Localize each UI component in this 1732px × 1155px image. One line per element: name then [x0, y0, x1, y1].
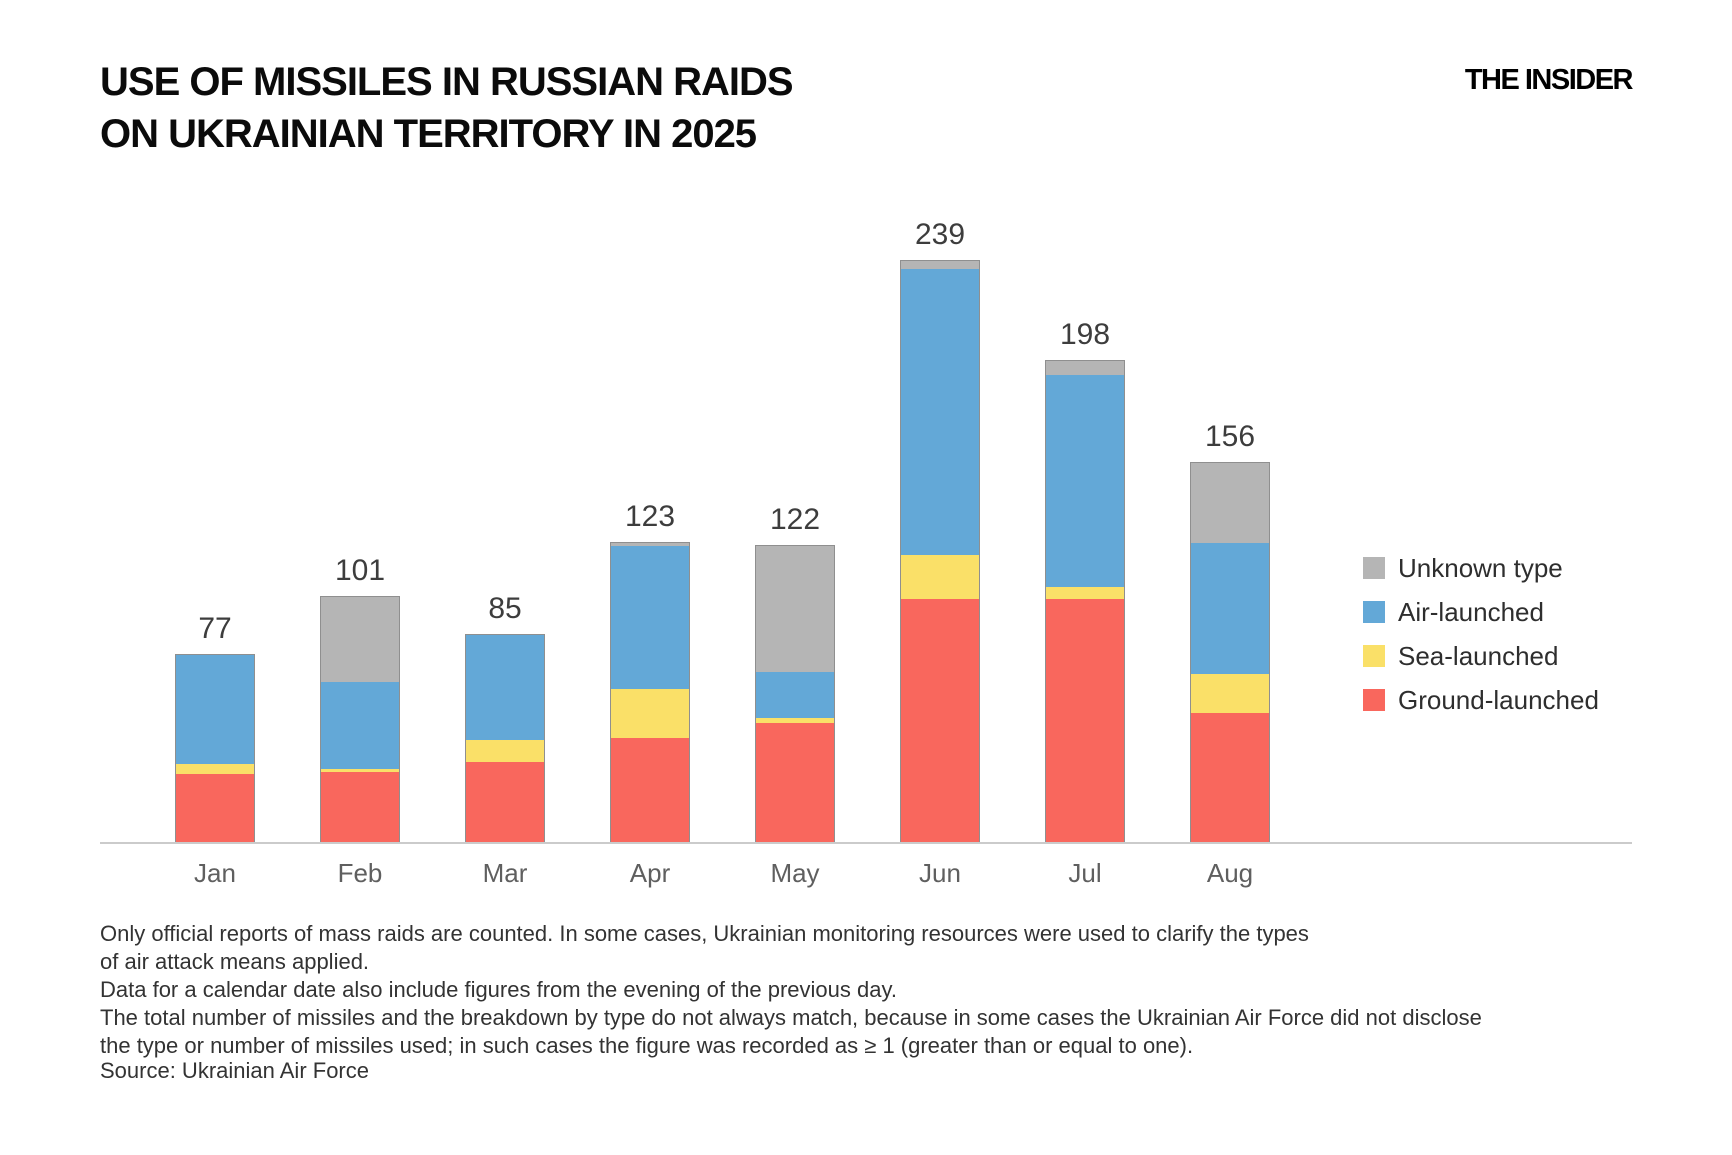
bar-column-jan: 77	[175, 612, 255, 843]
bar-segment-sea-launched	[1191, 674, 1269, 714]
chart-title-line2: ON UKRAINIAN TERRITORY IN 2025	[100, 112, 757, 156]
x-axis-label-feb: Feb	[337, 858, 383, 888]
bar-segment-unknown-type	[321, 596, 399, 682]
x-axis-label-jan: Jan	[194, 858, 236, 888]
bar-stack-jul	[1045, 359, 1125, 843]
legend-item-ground: Ground-launched	[1363, 685, 1599, 715]
chart-title-line1: USE OF MISSILES IN RUSSIAN RAIDS	[100, 60, 794, 104]
legend-label-air-launched: Air-launched	[1398, 596, 1544, 627]
bar-total-label: 77	[198, 611, 232, 645]
legend-label-ground-launched: Ground-launched	[1398, 684, 1599, 715]
x-axis-label-mar: Mar	[482, 858, 528, 888]
bar-segment-sea-launched	[901, 555, 979, 599]
footnote-line: Only official reports of mass raids are …	[100, 921, 1309, 946]
bar-segment-air-launched	[1046, 375, 1124, 587]
bar-segment-ground-launched	[611, 737, 689, 842]
bar-segment-unknown-type	[901, 261, 979, 269]
bar-segment-ground-launched	[1046, 599, 1124, 842]
bar-stack-mar	[465, 634, 545, 843]
bar-stack-jan	[175, 653, 255, 843]
bar-segment-sea-launched	[466, 739, 544, 762]
bar-column-mar: 85	[465, 592, 545, 843]
x-axis-label-jul: Jul	[1068, 858, 1102, 888]
bar-column-aug: 156	[1190, 420, 1270, 843]
bar-segment-ground-launched	[176, 773, 254, 842]
bar-total-label: 85	[488, 592, 522, 626]
footnote-line: of air attack means applied.	[100, 949, 370, 974]
legend-label-unknown-type: Unknown type	[1398, 552, 1563, 583]
bar-segment-sea-launched	[1046, 586, 1124, 599]
legend-label-sea-launched: Sea-launched	[1398, 640, 1559, 671]
bar-segment-unknown-type	[1191, 462, 1269, 544]
bar-segment-air-launched	[611, 545, 689, 689]
bar-segment-air-launched	[466, 635, 544, 740]
bar-segment-air-launched	[176, 654, 254, 765]
x-axis-label-jun: Jun	[919, 858, 961, 888]
bar-segment-air-launched	[1191, 543, 1269, 675]
bar-segment-ground-launched	[466, 761, 544, 842]
footnote-line: the type or number of missiles used; in …	[100, 1033, 1194, 1058]
legend-swatch-unknown-type	[1363, 557, 1385, 579]
footnote-line: Data for a calendar date also include fi…	[100, 977, 897, 1002]
bar-total-label: 198	[1059, 317, 1111, 351]
legend-swatch-ground-launched	[1363, 689, 1385, 711]
bar-segment-sea-launched	[756, 718, 834, 723]
footnotes: Only official reports of mass raids are …	[100, 920, 1482, 1060]
source-credit: Source: Ukrainian Air Force	[100, 1058, 369, 1083]
bar-segment-air-launched	[901, 268, 979, 556]
x-axis-label-apr: Apr	[629, 858, 671, 888]
chart-title: USE OF MISSILES IN RUSSIAN RAIDS ON UKRA…	[100, 56, 794, 160]
x-axis-label-aug: Aug	[1206, 858, 1254, 888]
bar-segment-ground-launched	[321, 771, 399, 842]
bar-total-label: 239	[914, 218, 966, 252]
the-insider-logo: THE INSIDER	[1464, 64, 1634, 96]
x-axis-labels: Jan Feb Mar Apr May Jun Jul Aug	[175, 858, 1275, 892]
bar-stack-apr	[610, 542, 690, 843]
bar-total-label: 122	[769, 502, 821, 536]
bar-column-jun: 239	[900, 218, 980, 843]
legend-swatch-air-launched	[1363, 601, 1385, 623]
bar-stack-may	[755, 544, 835, 843]
bar-total-label: 123	[624, 500, 676, 534]
bar-segment-air-launched	[321, 681, 399, 770]
bar-segment-unknown-type	[611, 543, 689, 546]
bar-total-label: 156	[1204, 419, 1256, 453]
bar-segment-air-launched	[756, 671, 834, 719]
x-axis-line	[100, 842, 1632, 844]
legend-item-sea: Sea-launched	[1363, 641, 1599, 671]
bar-stack-aug	[1190, 461, 1270, 843]
bar-segment-ground-launched	[1191, 713, 1269, 842]
bar-column-apr: 123	[610, 500, 690, 843]
chart-legend: Unknown type Air-launched Sea-launched G…	[1363, 553, 1599, 732]
bar-segment-ground-launched	[901, 599, 979, 842]
bar-stack-jun	[900, 260, 980, 843]
footnote-line: The total number of missiles and the bre…	[100, 1005, 1482, 1030]
legend-swatch-sea-launched	[1363, 645, 1385, 667]
bar-segment-sea-launched	[176, 764, 254, 774]
bar-segment-unknown-type	[756, 545, 834, 672]
x-axis-label-may: May	[770, 858, 820, 888]
bar-segment-ground-launched	[756, 722, 834, 842]
bar-column-jul: 198	[1045, 318, 1125, 843]
bar-column-feb: 101	[320, 554, 400, 843]
bar-chart-plot-area: 77 101 85 123 122 239 198 156	[175, 200, 1275, 843]
bar-segment-sea-launched	[611, 688, 689, 738]
legend-item-air: Air-launched	[1363, 597, 1599, 627]
legend-item-unknown: Unknown type	[1363, 553, 1599, 583]
bar-segment-unknown-type	[1046, 360, 1124, 376]
bar-total-label: 101	[334, 553, 386, 587]
bar-stack-feb	[320, 595, 400, 843]
bar-column-may: 122	[755, 503, 835, 843]
bar-segment-sea-launched	[321, 769, 399, 772]
